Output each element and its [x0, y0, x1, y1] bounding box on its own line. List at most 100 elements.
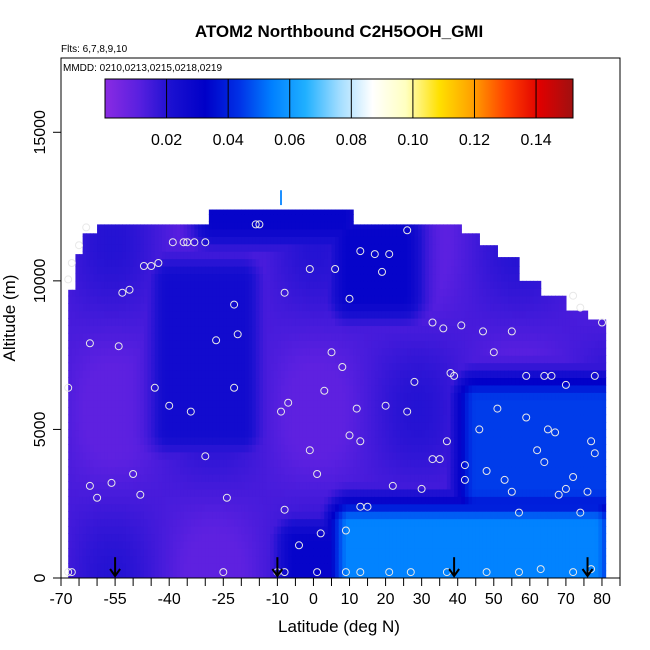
field-cell [136, 496, 141, 505]
field-cell [345, 347, 351, 356]
field-cell [306, 414, 311, 423]
field-cell [280, 288, 286, 297]
field-cell [97, 407, 102, 416]
field-cell [140, 377, 145, 386]
field-cell [71, 392, 77, 401]
field-cell [309, 526, 315, 535]
field-cell [396, 451, 401, 460]
field-cell [140, 570, 145, 578]
field-cell [306, 295, 311, 304]
field-cell [302, 362, 307, 371]
field-cell [385, 243, 390, 252]
field-cell [320, 288, 325, 297]
field-cell [190, 503, 196, 512]
field-cell [169, 362, 174, 371]
field-cell [407, 340, 412, 349]
field-cell [371, 377, 376, 386]
field-cell [115, 429, 120, 438]
field-cell [154, 340, 159, 349]
field-cell [198, 236, 203, 245]
field-cell [255, 429, 260, 438]
field-cell [205, 407, 210, 416]
field-cell [140, 540, 145, 549]
field-cell [194, 422, 199, 431]
field-cell [418, 407, 423, 416]
field-cell [234, 459, 239, 468]
field-cell [248, 407, 253, 416]
field-cell [71, 533, 77, 542]
field-cell [79, 310, 84, 319]
field-cell [230, 318, 235, 327]
field-cell [367, 436, 372, 445]
field-cell [187, 303, 192, 312]
field-cell [97, 511, 102, 520]
field-cell [86, 496, 91, 505]
field-cell [223, 280, 228, 289]
field-cell [136, 526, 141, 535]
field-cell [115, 422, 120, 431]
field-cell [226, 251, 232, 260]
field-cell [374, 340, 379, 349]
field-cell [133, 474, 138, 483]
field-cell [111, 370, 116, 379]
field-cell [75, 407, 80, 416]
field-cell [317, 280, 322, 289]
field-cell [194, 429, 199, 438]
field-cell [371, 533, 376, 542]
field-cell [180, 466, 185, 475]
field-cell [280, 399, 286, 408]
field-cell [154, 444, 159, 453]
field-cell [176, 243, 181, 252]
field-cell [216, 548, 221, 557]
field-cell [385, 451, 390, 460]
field-cell [169, 243, 174, 252]
field-cell [226, 228, 232, 237]
field-cell [234, 310, 239, 319]
field-cell [306, 258, 311, 267]
field-cell [389, 332, 394, 341]
field-cell [234, 251, 239, 260]
field-cell [68, 503, 73, 512]
field-cell [367, 303, 372, 312]
field-cell [367, 533, 372, 542]
field-cell [335, 236, 340, 245]
field-cell [93, 325, 98, 334]
field-cell [169, 466, 174, 475]
field-cell [136, 310, 141, 319]
field-cell [356, 288, 361, 297]
field-cell [97, 444, 102, 453]
field-cell [367, 526, 372, 535]
field-cell [280, 555, 286, 564]
field-cell [371, 451, 376, 460]
field-cell [212, 295, 217, 304]
field-cell [122, 310, 127, 319]
field-cell [410, 332, 416, 341]
field-cell [410, 436, 416, 445]
field-cell [335, 288, 340, 297]
field-cell [118, 518, 123, 527]
field-cell [237, 474, 242, 483]
field-cell [338, 266, 343, 275]
field-cell [230, 540, 235, 549]
field-cell [68, 444, 73, 453]
field-cell [158, 318, 163, 327]
field-cell [190, 266, 196, 275]
field-cell [418, 347, 423, 356]
field-cell [147, 422, 152, 431]
field-cell [273, 459, 278, 468]
field-cell [82, 563, 87, 572]
field-cell [432, 540, 437, 549]
field-cell [237, 429, 242, 438]
field-cell [136, 288, 141, 297]
field-cell [302, 466, 307, 475]
field-cell [306, 310, 311, 319]
field-cell [125, 414, 131, 423]
field-cell [75, 362, 80, 371]
field-cell [97, 399, 102, 408]
field-cell [151, 407, 156, 416]
field-cell [100, 503, 105, 512]
field-cell [219, 496, 224, 505]
field-cell [317, 459, 322, 468]
field-cell [252, 466, 257, 475]
field-cell [147, 540, 152, 549]
